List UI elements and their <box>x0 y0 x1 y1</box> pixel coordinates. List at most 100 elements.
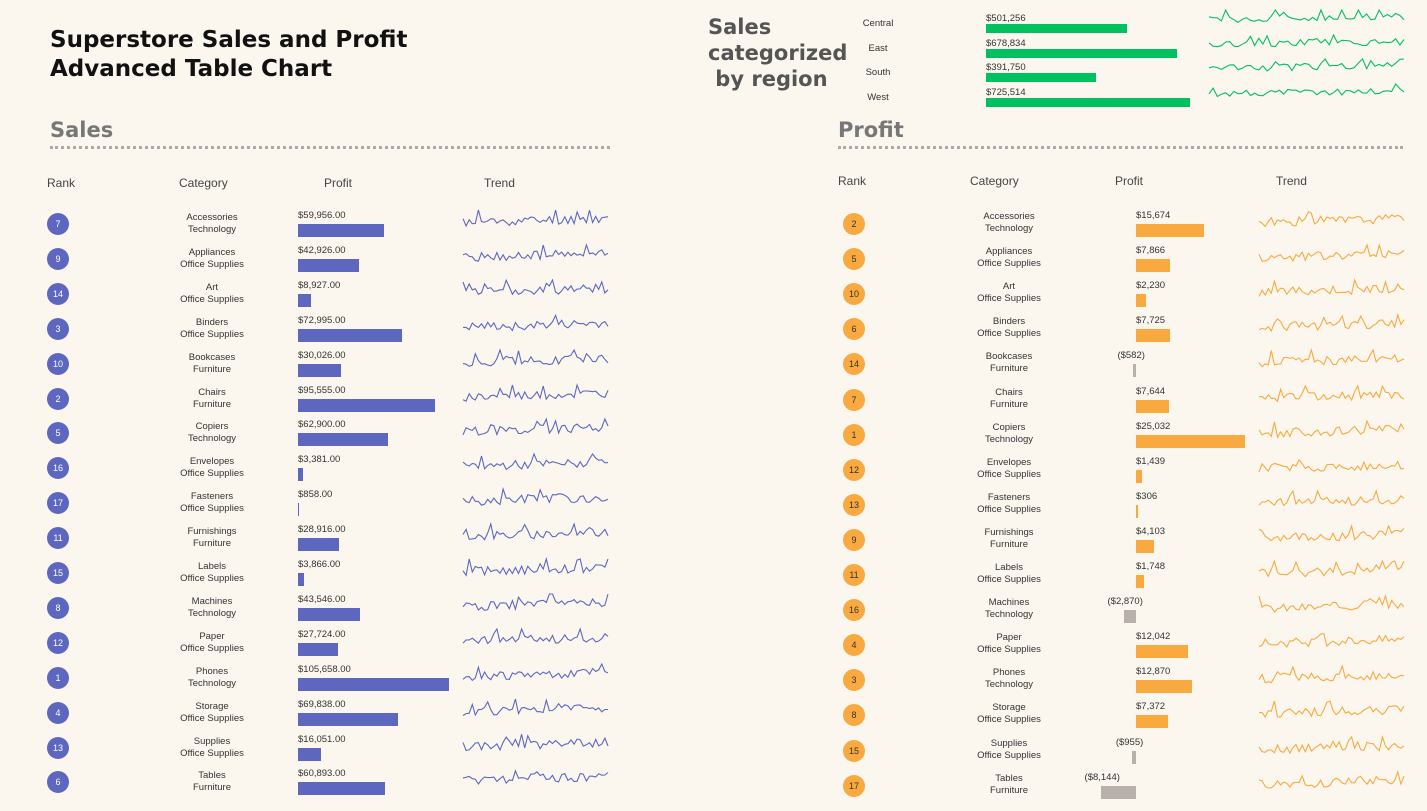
profit-trend-line <box>1258 489 1405 507</box>
sales-category-label: Bookcases Furniture <box>188 351 236 375</box>
profit-rank-badge: 16 <box>843 599 865 622</box>
sales-rank-badge: 2 <box>47 387 69 410</box>
title-line-2: Advanced Table Chart <box>50 56 333 82</box>
region-trend-east <box>1208 33 1405 47</box>
profit-value-label: $2,230 <box>1136 280 1166 292</box>
sales-category-label: Copiers Technology <box>187 421 237 445</box>
profit-trend <box>1258 523 1405 543</box>
profit-value-label: $7,372 <box>1136 701 1166 713</box>
sales-trend-line <box>462 662 609 681</box>
profit-category-label: Envelopes Office Supplies <box>977 456 1041 480</box>
profit-category-label: Copiers Technology <box>984 421 1034 445</box>
region-title-line-2: categorized <box>708 41 848 65</box>
sales-trend <box>462 347 609 367</box>
profit-trend-line <box>1258 559 1405 578</box>
profit-category-label: Storage Office Supplies <box>977 702 1041 726</box>
sales-value-label: $60,893.00 <box>298 768 346 780</box>
profit-bar <box>1136 224 1205 237</box>
profit-value-label: $1,439 <box>1136 455 1166 467</box>
sales-category-label: Art Office Supplies <box>180 281 244 305</box>
sales-bar <box>298 224 384 237</box>
sales-trend <box>462 209 609 228</box>
profit-bar <box>1136 539 1154 553</box>
profit-trend-line <box>1258 769 1405 789</box>
sales-category-label: Binders Office Supplies <box>180 316 244 340</box>
profit-trend-line <box>1258 523 1405 543</box>
sales-trend-line <box>462 347 609 367</box>
sales-rank-badge: 3 <box>47 317 69 340</box>
profit-trend <box>1258 559 1405 578</box>
dashboard-title: Superstore Sales and Profit Advanced Tab… <box>50 26 407 84</box>
profit-bar <box>1136 645 1189 659</box>
profit-rank-badge: 5 <box>843 248 865 271</box>
sales-value-label: $858.00 <box>298 489 333 501</box>
sales-trend <box>462 593 609 611</box>
profit-rank-badge: 11 <box>843 564 865 586</box>
sales-rank-badge: 7 <box>47 213 69 235</box>
sales-value-label: $95,555.00 <box>298 384 346 396</box>
profit-trend <box>1258 633 1405 649</box>
sales-rank-badge: 5 <box>47 422 69 445</box>
sales-bar <box>298 538 340 552</box>
profit-category-label: Chairs Furniture <box>989 386 1028 410</box>
profit-rank-badge: 17 <box>843 774 865 797</box>
sales-rank-badge: 14 <box>47 282 69 305</box>
sales-bar <box>298 363 341 377</box>
region-chart-title: Sales categorized by region <box>708 14 847 92</box>
profit-trend <box>1258 458 1405 472</box>
profit-rank-badge: 15 <box>843 739 865 762</box>
profit-trend-line <box>1258 700 1405 719</box>
sales-header-trend: Trend <box>484 176 515 190</box>
sales-trend-line <box>462 733 609 751</box>
profit-value-label: $25,032 <box>1136 420 1171 432</box>
profit-trend-line <box>1258 278 1405 297</box>
sales-trend-line <box>462 452 609 471</box>
profit-trend <box>1258 383 1405 402</box>
profit-trend <box>1258 489 1405 507</box>
region-value-label: $678,834 <box>986 37 1026 49</box>
sales-value-label: $42,926.00 <box>298 244 346 256</box>
profit-value-label: $7,644 <box>1136 385 1166 397</box>
sales-trend-line <box>462 382 609 402</box>
profit-value-label: $12,870 <box>1136 666 1171 678</box>
sales-rank-badge: 8 <box>47 596 69 619</box>
sales-trend <box>462 697 608 717</box>
region-label-south: South <box>865 67 891 78</box>
sales-trend <box>462 662 609 681</box>
sales-category-label: Labels Office Supplies <box>180 561 244 584</box>
profit-trend <box>1258 243 1405 263</box>
sales-trend <box>462 556 609 577</box>
sales-trend-line <box>462 417 609 437</box>
profit-category-label: Labels Office Supplies <box>977 562 1041 585</box>
profit-value-label: $7,866 <box>1136 245 1166 257</box>
region-trend-central <box>1208 8 1405 24</box>
sales-category-label: Supplies Office Supplies <box>180 735 244 759</box>
profit-trend <box>1258 594 1405 614</box>
region-trend-west <box>1208 82 1405 97</box>
sales-category-label: Chairs Furniture <box>192 386 231 410</box>
profit-value-label: $306 <box>1136 490 1158 502</box>
profit-bar <box>1136 259 1171 273</box>
sales-trend-line <box>462 243 609 262</box>
sales-value-label: $72,995.00 <box>298 314 346 326</box>
sales-category-label: Machines Technology <box>187 595 237 619</box>
profit-rank-badge: 2 <box>843 213 865 235</box>
region-trend-east-line <box>1208 33 1405 47</box>
profit-rank-badge: 6 <box>843 318 865 341</box>
profit-trend <box>1258 769 1405 789</box>
profit-rank-badge: 9 <box>843 528 865 551</box>
sales-value-label: $62,900.00 <box>298 419 346 431</box>
profit-bar <box>1123 610 1136 624</box>
region-label-west: West <box>867 91 889 103</box>
sales-trend <box>462 313 609 332</box>
profit-trend-line <box>1258 348 1405 368</box>
sales-trend-line <box>462 487 609 507</box>
region-bar-east <box>986 48 1177 58</box>
sales-trend-line <box>462 697 608 717</box>
sales-bar <box>298 573 304 586</box>
sales-section-title: Sales <box>50 118 114 142</box>
profit-category-label: Fasteners Office Supplies <box>977 491 1041 515</box>
sales-rank-badge: 1 <box>47 666 69 689</box>
sales-bar <box>298 677 449 691</box>
sales-trend <box>462 382 609 402</box>
